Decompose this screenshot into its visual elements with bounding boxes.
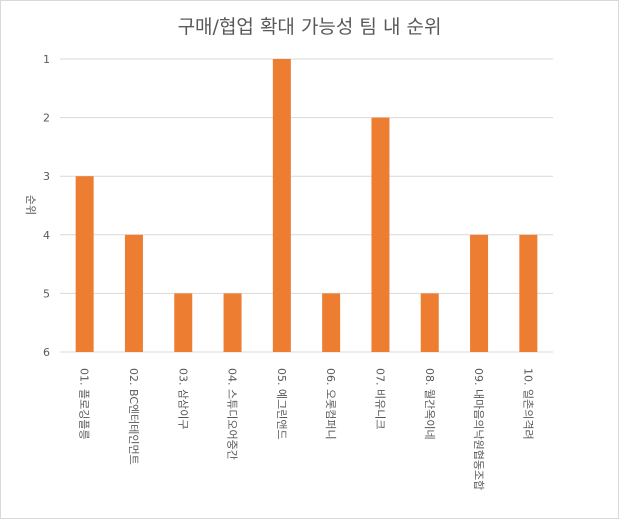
y-tick-label: 6 — [43, 346, 50, 359]
y-axis-label: 순위 — [24, 195, 37, 215]
category-label: 07. 비유니크 — [373, 368, 386, 429]
y-tick-label: 5 — [43, 287, 50, 300]
bar — [322, 293, 341, 352]
category-label: 04. 스튜디오어중간 — [226, 368, 239, 460]
bar — [470, 234, 489, 352]
y-tick-labels: 1 2 3 4 5 6 — [43, 53, 50, 359]
bar — [75, 176, 94, 352]
bars — [75, 59, 538, 352]
category-label: 09. 내마음의낙원협동조합 — [472, 368, 485, 490]
category-labels: 01. 플로깅플릉 02. BC엔터테인먼트 03. 삼삼이구 04. 스튜디오어중간… — [78, 368, 536, 490]
y-tick-label: 4 — [43, 229, 50, 242]
bar — [223, 293, 242, 352]
bar — [272, 59, 291, 352]
bar — [371, 117, 390, 352]
bar — [174, 293, 193, 352]
category-label: 05. 예그린앤드 — [275, 368, 288, 440]
bar — [420, 293, 439, 352]
category-label: 02. BC엔터테인먼트 — [127, 368, 140, 465]
chart-title: 구매/협업 확대 가능성 팀 내 순위 — [177, 16, 442, 38]
bar — [124, 234, 143, 352]
category-label: 10. 일촌의격려 — [521, 368, 535, 440]
y-tick-label: 3 — [43, 170, 50, 183]
y-tick-label: 2 — [43, 112, 50, 125]
category-label: 08. 월간옥이네 — [423, 368, 436, 440]
category-label: 06. 오롯컴퍼니 — [324, 368, 337, 440]
category-label: 01. 플로깅플릉 — [78, 368, 91, 440]
category-label: 03. 삼삼이구 — [176, 368, 189, 429]
y-tick-label: 1 — [43, 53, 50, 66]
bar — [519, 234, 538, 352]
